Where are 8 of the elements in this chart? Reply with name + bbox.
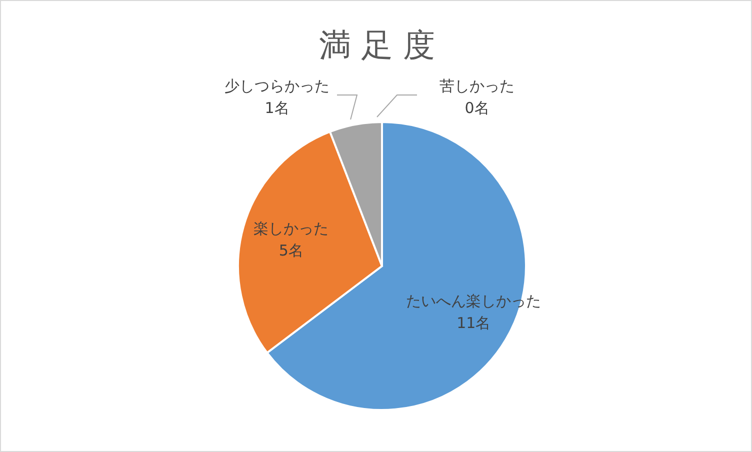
data-label: 11名: [456, 314, 491, 332]
data-label: 1名: [264, 98, 290, 117]
chart-title: 満 足 度: [318, 26, 436, 64]
text: 0名: [464, 98, 490, 117]
category-label: 苦しかった: [440, 77, 514, 95]
data-label: 5名: [278, 241, 304, 260]
slice-label: 楽しかった: [254, 220, 329, 238]
slice-label: 少しつらかった: [224, 77, 330, 95]
